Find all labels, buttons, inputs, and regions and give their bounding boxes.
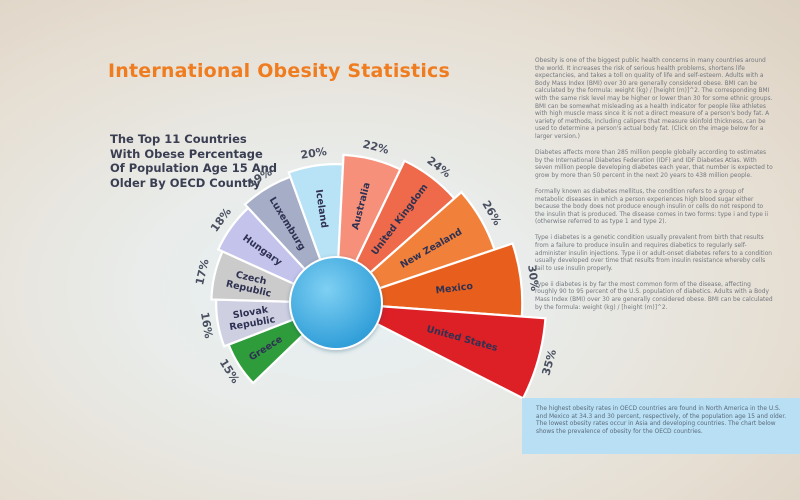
value-czech-republic: 17%	[193, 258, 212, 287]
value-australia: 22%	[361, 138, 390, 157]
highlight-note-box: The highest obesity rates in OECD countr…	[522, 398, 800, 454]
paragraph-obesity: Obesity is one of the biggest public hea…	[535, 58, 773, 140]
value-iceland: 20%	[300, 145, 328, 162]
paragraph-type-2: Type ii diabetes is by far the most comm…	[535, 281, 773, 311]
value-mexico: 30%	[525, 264, 541, 292]
label-czech-republic: CzechRepublic	[225, 268, 275, 300]
paragraph-type-1: Type i diabetes is a genetic condition u…	[535, 235, 773, 272]
article-text: Obesity is one of the biggest public hea…	[535, 58, 773, 321]
value-united-states: 35%	[540, 348, 560, 377]
paragraph-diabetes-definition: Formally known as diabetes mellitus, the…	[535, 188, 768, 226]
paragraph-diabetes-global: Diabetes affects more than 285 million p…	[535, 150, 773, 179]
highlight-note-text: The highest obesity rates in OECD countr…	[536, 406, 787, 435]
chart-title: International Obesity Statistics	[108, 60, 451, 82]
bar-united-states	[373, 305, 547, 400]
label-mexico: Mexico	[435, 281, 474, 297]
value-slovak-republic: 16%	[198, 311, 215, 339]
chart-hub	[289, 256, 383, 350]
chart-subtitle: The Top 11 Countries With Obese Percenta…	[110, 132, 278, 190]
